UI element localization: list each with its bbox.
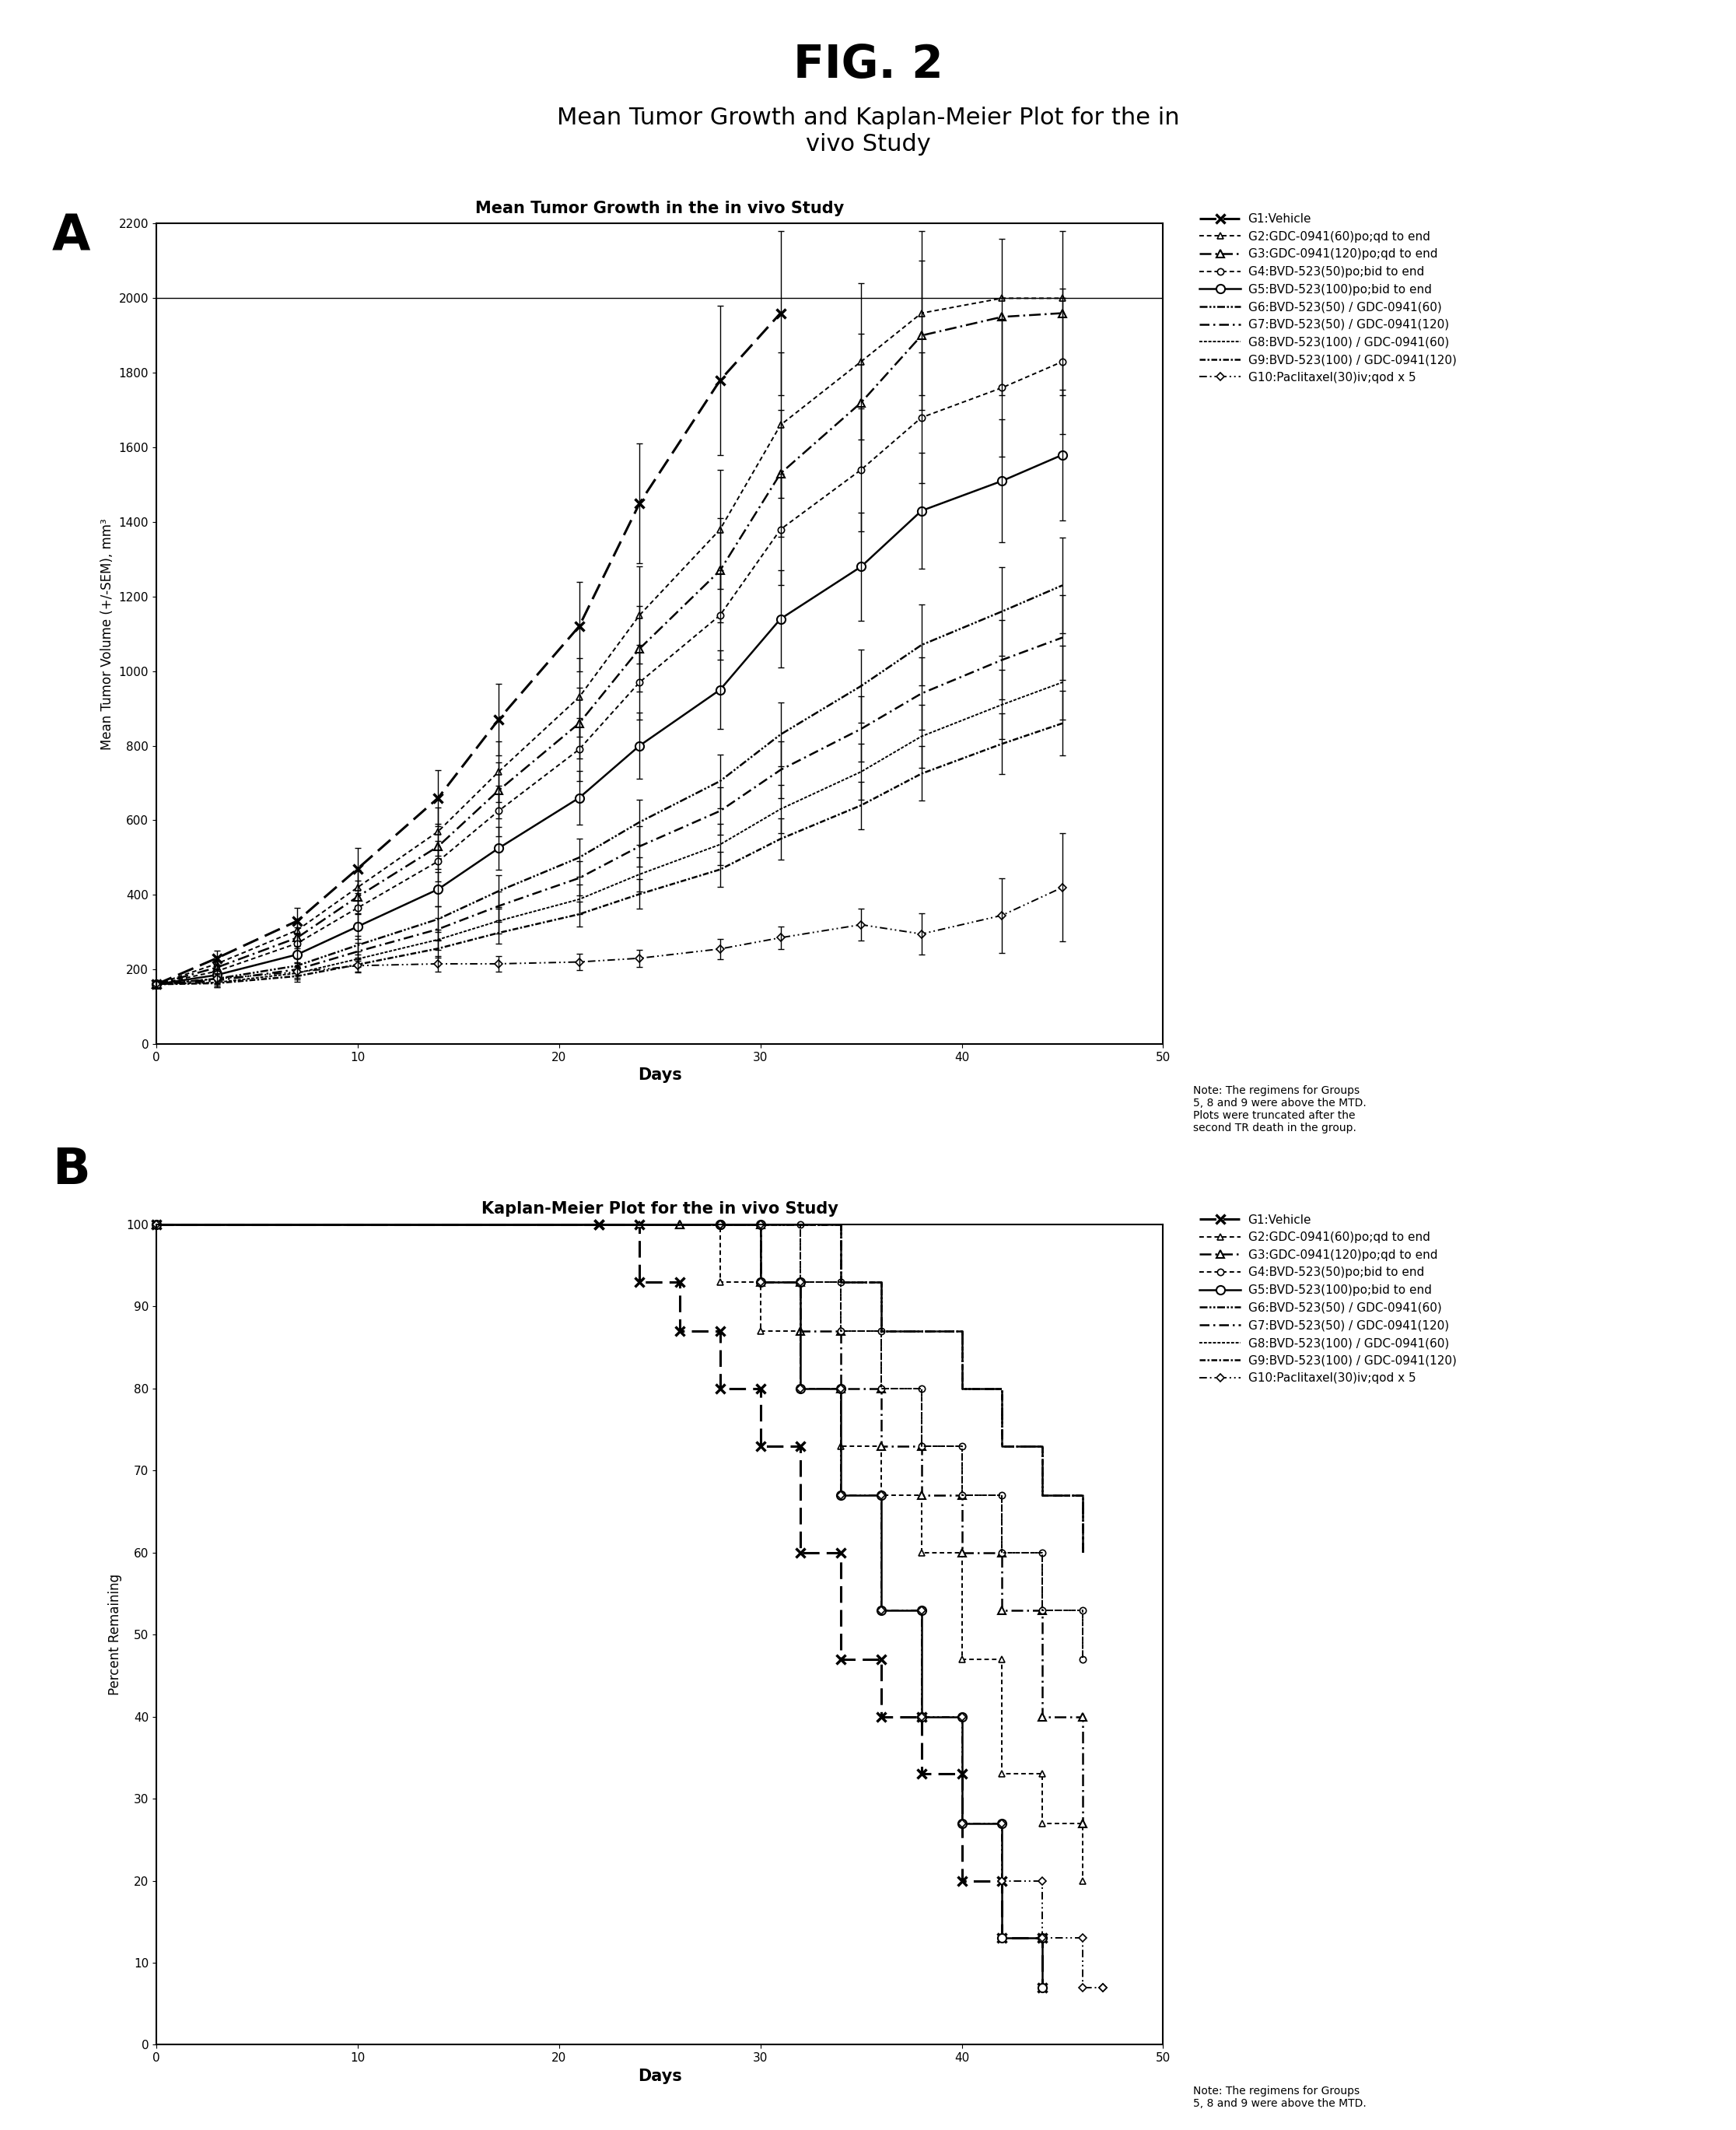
Title: Mean Tumor Growth in the in vivo Study: Mean Tumor Growth in the in vivo Study [476, 200, 844, 215]
Text: FIG. 2: FIG. 2 [793, 43, 943, 87]
Title: Kaplan-Meier Plot for the in vivo Study: Kaplan-Meier Plot for the in vivo Study [481, 1201, 838, 1216]
Y-axis label: Percent Remaining: Percent Remaining [108, 1574, 122, 1695]
Text: Mean Tumor Growth and Kaplan-Meier Plot for the in
vivo Study: Mean Tumor Growth and Kaplan-Meier Plot … [557, 106, 1179, 155]
Text: B: B [52, 1146, 90, 1195]
X-axis label: Days: Days [637, 2068, 682, 2083]
X-axis label: Days: Days [637, 1067, 682, 1082]
Text: Note: The regimens for Groups
5, 8 and 9 were above the MTD.
Plots were truncate: Note: The regimens for Groups 5, 8 and 9… [1193, 1084, 1366, 1133]
Legend: G1:Vehicle, G2:GDC-0941(60)po;qd to end, G3:GDC-0941(120)po;qd to end, G4:BVD-52: G1:Vehicle, G2:GDC-0941(60)po;qd to end,… [1200, 213, 1457, 383]
Legend: G1:Vehicle, G2:GDC-0941(60)po;qd to end, G3:GDC-0941(120)po;qd to end, G4:BVD-52: G1:Vehicle, G2:GDC-0941(60)po;qd to end,… [1200, 1214, 1457, 1384]
Text: Note: The regimens for Groups
5, 8 and 9 were above the MTD.: Note: The regimens for Groups 5, 8 and 9… [1193, 2085, 1366, 2109]
Y-axis label: Mean Tumor Volume (+/-SEM), mm³: Mean Tumor Volume (+/-SEM), mm³ [101, 518, 115, 750]
Text: A: A [52, 213, 90, 262]
